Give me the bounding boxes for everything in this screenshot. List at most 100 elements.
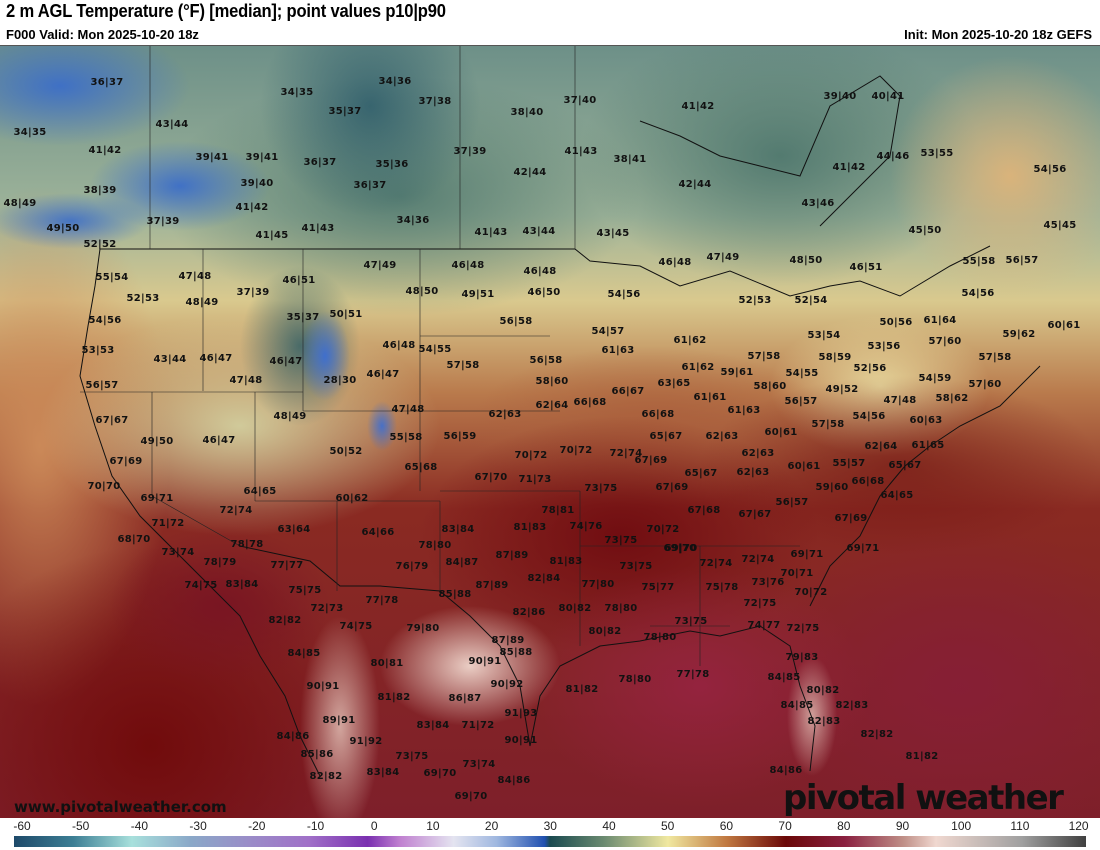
- point-value-label: 54|56: [852, 411, 886, 422]
- hudson-bay-coast: [639, 75, 901, 227]
- point-value-label: 85|86: [300, 749, 334, 760]
- point-value-label: 60|61: [1047, 320, 1081, 331]
- point-value-label: 81|83: [513, 522, 547, 533]
- point-value-label: 46|47: [269, 356, 303, 367]
- gulf-coastline: [529, 625, 816, 772]
- point-value-label: 63|64: [277, 524, 311, 535]
- point-value-label: 47|48: [229, 375, 263, 386]
- point-value-label: 74|77: [747, 620, 781, 631]
- point-value-label: 67|69: [634, 455, 668, 466]
- colorbar-tick-label: -50: [72, 819, 90, 833]
- point-value-label: 69|70: [423, 768, 457, 779]
- point-value-label: 43|44: [153, 354, 187, 365]
- point-value-label: 46|47: [202, 435, 236, 446]
- point-value-label: 62|63: [488, 409, 522, 420]
- point-value-label: 46|50: [527, 287, 561, 298]
- point-value-label: 89|91: [322, 715, 356, 726]
- point-value-label: 65|68: [404, 462, 438, 473]
- colorbar-tick-label: -10: [306, 819, 325, 833]
- point-value-label: 41|42: [235, 202, 269, 213]
- point-value-label: 50|56: [879, 317, 913, 328]
- colorbar-tick-label: 100: [951, 819, 972, 833]
- point-value-label: 64|65: [243, 486, 277, 497]
- point-value-label: 37|39: [453, 146, 487, 157]
- political-borders: [79, 46, 1041, 777]
- colorbar-tick-label: -30: [189, 819, 207, 833]
- point-value-label: 40|41: [871, 91, 905, 102]
- point-value-label: 69|70: [454, 791, 488, 802]
- point-value-label: 28|30: [323, 375, 357, 386]
- point-value-label: 59|61: [720, 367, 754, 378]
- point-value-label: 84|85: [780, 700, 814, 711]
- point-value-label: 63|65: [657, 378, 691, 389]
- point-value-label: 54|57: [591, 326, 625, 337]
- colorbar-tick-label: -60: [13, 819, 31, 833]
- point-value-label: 75|75: [288, 585, 322, 596]
- point-value-label: 54|59: [918, 373, 952, 384]
- point-value-label: 52|53: [126, 293, 160, 304]
- point-value-label: 46|48: [382, 340, 416, 351]
- point-value-label: 75|77: [641, 582, 675, 593]
- point-value-label: 56|58: [499, 316, 533, 327]
- point-value-label: 58|62: [935, 393, 969, 404]
- colorbar-tick-label: 50: [661, 819, 675, 833]
- point-value-label: 67|67: [738, 509, 772, 520]
- point-value-label: 49|50: [140, 436, 174, 447]
- point-value-label: 35|36: [375, 159, 409, 170]
- point-value-label: 70|72: [514, 450, 548, 461]
- point-value-label: 46|48: [523, 266, 557, 277]
- atlantic-coastline: [809, 365, 1041, 607]
- point-value-label: 80|81: [370, 658, 404, 669]
- point-value-label: 45|50: [908, 225, 942, 236]
- point-value-label: 42|44: [513, 167, 547, 178]
- colorbar-tick-label: 90: [895, 819, 910, 833]
- point-value-label: 67|68: [687, 505, 721, 516]
- point-value-label: 73|75: [584, 483, 618, 494]
- point-value-label: 57|58: [978, 352, 1012, 363]
- point-value-label: 36|37: [353, 180, 387, 191]
- point-value-label: 70|72: [794, 587, 828, 598]
- site-url[interactable]: www.pivotalweather.com: [14, 798, 227, 816]
- point-value-label: 35|37: [286, 312, 320, 323]
- point-value-label: 71|72: [151, 518, 185, 529]
- point-value-label: 87|89: [475, 580, 509, 591]
- pacific-coastline: [79, 248, 321, 777]
- point-value-label: 39|41: [245, 152, 279, 163]
- colorbar-labels: -60 -50 -40 -30 -20 -10 0 10 20 30 40 50 60 70 80 90 100…: [0, 819, 1100, 835]
- point-value-label: 82|83: [835, 700, 869, 711]
- point-value-label: 82|82: [309, 771, 343, 782]
- point-value-label: 37|38: [418, 96, 452, 107]
- point-value-label: 54|56: [1033, 164, 1067, 175]
- point-value-label: 54|55: [785, 368, 819, 379]
- colorbar-tick-label: 0: [370, 819, 378, 833]
- point-value-label: 69|71: [846, 543, 880, 554]
- colorbar-tick-label: -20: [248, 819, 266, 833]
- point-value-label: 66|67: [611, 386, 645, 397]
- point-value-label: 85|88: [438, 589, 472, 600]
- point-value-label: 43|44: [522, 226, 556, 237]
- point-value-label: 81|83: [549, 556, 583, 567]
- point-value-label: 70|71: [780, 568, 814, 579]
- point-value-label: 84|86: [769, 765, 803, 776]
- point-value-label: 53|53: [81, 345, 115, 356]
- point-value-label: 82|84: [527, 573, 561, 584]
- point-value-label: 82|82: [268, 615, 302, 626]
- point-value-label: 61|65: [911, 440, 945, 451]
- temperature-map[interactable]: 36|37 34|35 43|44 41|42 39|41 39|41 36|37 39|40…: [0, 45, 1100, 818]
- point-value-label: 82|82: [860, 729, 894, 740]
- point-value-label: 66|68: [851, 476, 885, 487]
- point-value-label: 62|63: [736, 467, 770, 478]
- point-value-label: 72|74: [219, 505, 253, 516]
- point-value-label: 68|70: [117, 534, 151, 545]
- point-value-label: 73|75: [604, 535, 638, 546]
- colorbar-tick-label: 20: [484, 819, 499, 833]
- point-value-label: 81|82: [377, 692, 411, 703]
- point-value-label: 48|49: [3, 198, 37, 209]
- point-value-label: 52|54: [794, 295, 828, 306]
- point-value-label: 70|70: [87, 481, 121, 492]
- point-value-label: 46|47: [199, 353, 233, 364]
- point-value-label: 41|43: [301, 223, 335, 234]
- point-value-label: 62|64: [535, 400, 569, 411]
- point-value-label: 60|61: [787, 461, 821, 472]
- point-value-label: 53|56: [867, 341, 901, 352]
